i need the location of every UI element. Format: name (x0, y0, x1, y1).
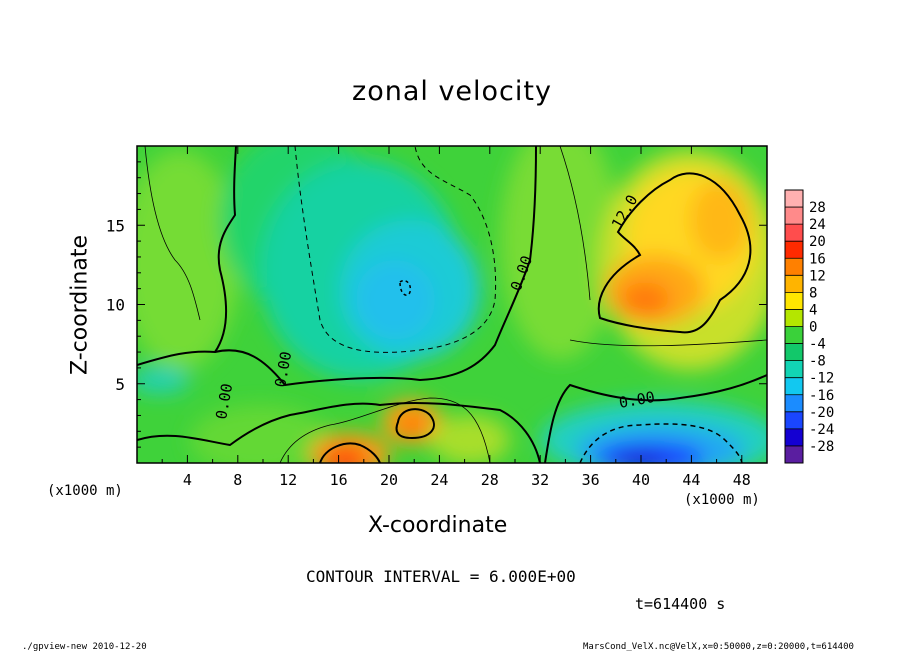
colorbar-label: -4 (809, 337, 826, 353)
contour-zero-lower (137, 401, 541, 463)
heatmap-field (137, 146, 767, 463)
x-tick-label: 16 (330, 471, 348, 489)
x-unit-label-left: (x1000 m) (47, 483, 123, 499)
y-tick-label: 5 (115, 375, 125, 394)
colorbar-cell (785, 428, 803, 446)
colorbar-cell (785, 445, 803, 463)
colorbar-label: 24 (809, 217, 826, 233)
colorbar-label: -28 (809, 439, 834, 455)
colorbar-label: 20 (809, 234, 826, 250)
colorbar-cell (785, 224, 803, 242)
colorbar-cell (785, 292, 803, 310)
colorbar-cell (785, 377, 803, 395)
colorbar-cell (785, 309, 803, 327)
x-tick-label: 36 (582, 471, 600, 489)
colorbar-label: 28 (809, 200, 826, 216)
contour-twelve-surface (319, 442, 381, 463)
colorbar-label: -24 (809, 422, 834, 438)
colorbar-cell (785, 275, 803, 293)
colorbar-label: 12 (809, 268, 826, 284)
x-axis-label: X-coordinate (368, 513, 508, 538)
contour-six-right-lower (569, 339, 767, 347)
y-tick-label: 10 (106, 296, 125, 315)
colorbar-label: -20 (809, 405, 834, 421)
x-tick-label: 20 (380, 471, 398, 489)
x-tick-label: 4 (183, 471, 192, 489)
contour-six-bottom (279, 397, 491, 463)
x-tick-label: 44 (682, 471, 700, 489)
colorbar-label: 16 (809, 251, 826, 267)
colorbar-cell (785, 360, 803, 378)
contour-twelve (597, 172, 752, 334)
colorbar-cell (785, 394, 803, 412)
chart-title: zonal velocity (352, 76, 552, 107)
colorbar-label: 4 (809, 302, 817, 318)
colorbar-label: -8 (809, 354, 826, 370)
contour-zero-right (544, 374, 767, 463)
contour-minus6 (294, 146, 497, 353)
contour-minus6-lower (579, 423, 743, 463)
colorbar-label: -12 (809, 371, 834, 387)
contour-six-right (559, 146, 591, 301)
x-unit-label-right: (x1000 m) (684, 492, 760, 508)
contour-lines (137, 146, 767, 463)
colorbar-cell (785, 343, 803, 361)
colorbar-label: 8 (809, 285, 817, 301)
colorbar-cell (785, 411, 803, 429)
contour-zero-left (137, 146, 237, 366)
colorbar-label: 0 (809, 320, 817, 336)
contour-six-left (144, 146, 201, 321)
x-axis: 4 8 12 16 20 24 28 32 36 40 44 48 (161, 146, 751, 489)
x-tick-label: 12 (279, 471, 297, 489)
contour-label-zero-lower: 0.00 (212, 382, 236, 421)
contour-label-zero-right: 0.00 (618, 388, 657, 412)
colorbar-cell (785, 326, 803, 344)
contour-zero-middle (214, 146, 537, 387)
contour-twelve-low (395, 408, 435, 440)
x-tick-label: 48 (733, 471, 751, 489)
footer-right: MarsCond_VelX.nc@VelX,x=0:50000,z=0:2000… (583, 642, 854, 652)
colorbar-cell (785, 241, 803, 259)
x-tick-label: 28 (481, 471, 499, 489)
x-tick-label: 8 (233, 471, 242, 489)
time-stamp: t=614400 s (635, 595, 726, 613)
contour-interval-text: CONTOUR INTERVAL = 6.000E+00 (306, 567, 576, 586)
x-tick-label: 32 (531, 471, 549, 489)
contour-minus12 (399, 279, 412, 296)
colorbar-label: -16 (809, 388, 834, 404)
y-tick-label: 15 (106, 216, 125, 235)
contour-label-zero-left: 0.00 (271, 350, 295, 389)
footer-left: ./gpview-new 2010-12-20 (22, 642, 147, 652)
colorbar-cell (785, 207, 803, 225)
colorbar-cell-top (785, 190, 803, 208)
x-tick-label: 40 (632, 471, 650, 489)
colorbar-cell (785, 258, 803, 276)
x-tick-label: 24 (430, 471, 448, 489)
y-axis-label: Z-coordinate (67, 235, 93, 375)
y-axis: 5 10 15 (106, 161, 767, 448)
